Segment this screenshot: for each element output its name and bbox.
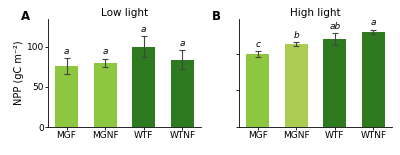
Y-axis label: NPP (gC m⁻²): NPP (gC m⁻²) — [14, 41, 24, 105]
Bar — [246, 54, 269, 127]
Text: a: a — [371, 18, 376, 27]
Bar — [55, 66, 78, 127]
Title: Low light: Low light — [101, 8, 148, 18]
Text: A: A — [20, 10, 30, 23]
Text: c: c — [255, 40, 260, 49]
Text: ab: ab — [329, 22, 340, 31]
Text: a: a — [141, 25, 146, 34]
Bar — [94, 63, 117, 127]
Title: High light: High light — [290, 8, 341, 18]
Text: b: b — [293, 31, 299, 40]
Bar — [171, 60, 194, 127]
Text: a: a — [180, 39, 185, 48]
Bar — [132, 47, 155, 127]
Bar — [362, 32, 385, 127]
Text: B: B — [212, 10, 220, 23]
Text: a: a — [102, 47, 108, 56]
Bar — [285, 44, 308, 127]
Bar — [323, 39, 346, 127]
Text: a: a — [64, 46, 69, 56]
